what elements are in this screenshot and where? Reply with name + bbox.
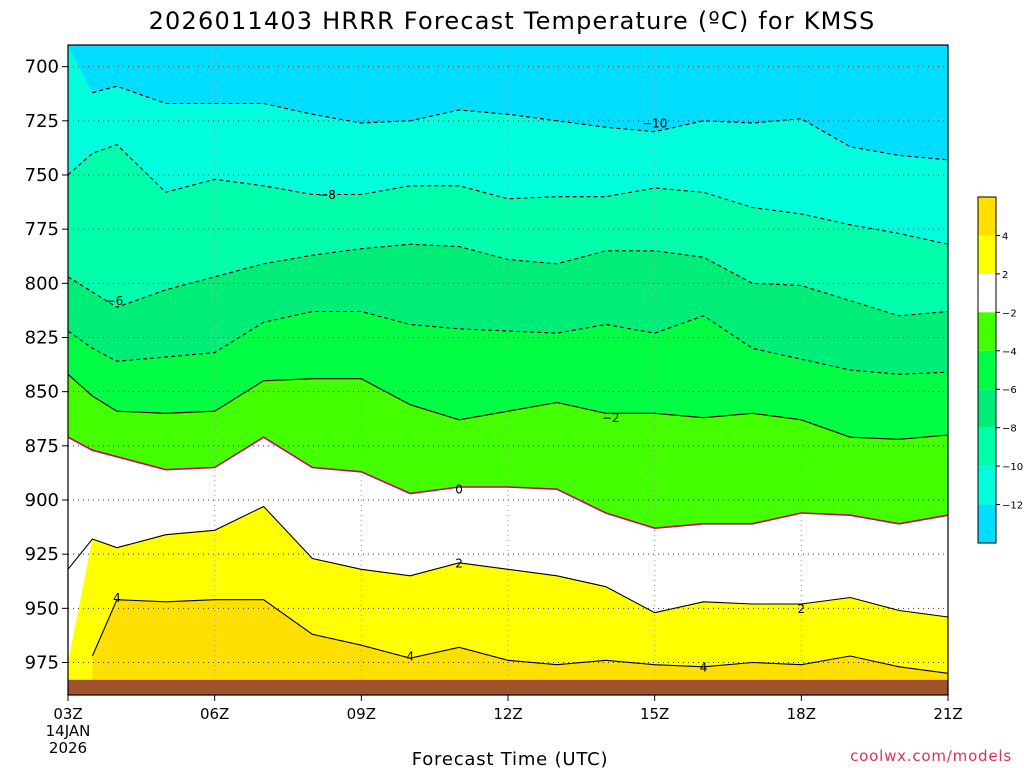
x-tick-label: 06Z: [200, 705, 229, 723]
y-tick-label: 950: [25, 598, 59, 619]
y-tick-label: 925: [25, 544, 59, 565]
contour-label: 2: [798, 602, 806, 616]
x-tick-label: 21Z: [933, 705, 962, 723]
legend-tick-label: 2: [1002, 270, 1008, 281]
contour-label: 2: [455, 556, 463, 570]
contour-label: −10: [642, 117, 667, 131]
legend-swatch: [978, 504, 996, 543]
credit-text: coolwx.com/models: [850, 747, 1012, 765]
x-tick-sublabel: 2026: [49, 739, 87, 757]
legend-swatch: [978, 197, 996, 236]
x-tick-label: 18Z: [787, 705, 816, 723]
contour-label: −6: [106, 294, 124, 308]
contour-line: [67, 436, 949, 530]
contour-label: 0: [455, 483, 463, 497]
contour-lines: [67, 85, 949, 674]
legend-tick-label: −8: [1002, 424, 1017, 435]
band-above-4: [92, 599, 948, 680]
x-tick-label: 03Z: [53, 705, 82, 723]
y-tick-label: 850: [25, 382, 59, 403]
legend-swatch: [978, 235, 996, 274]
contour-line: [67, 310, 949, 375]
contour-line: [67, 144, 949, 245]
contour-labels: −10 −8 −6 −2 0 2 4 4 4 2: [106, 117, 806, 675]
y-tick-label: 800: [25, 273, 59, 294]
chart-title: 2026011403 HRRR Forecast Temperature (ºC…: [149, 7, 876, 35]
y-tick-label: 875: [25, 436, 59, 457]
contour-label: −2: [602, 411, 620, 425]
contour-label: 4: [406, 650, 414, 664]
contour-line: [92, 85, 949, 161]
x-tick-label: 12Z: [493, 705, 522, 723]
ground-layer: [68, 679, 948, 695]
y-tick-label: 900: [25, 490, 59, 511]
y-tick-label: 750: [25, 165, 59, 186]
legend-tick-label: −2: [1002, 308, 1017, 319]
legend-tick-label: −4: [1002, 347, 1017, 358]
contour-line: [67, 505, 949, 663]
y-tick-label: 825: [25, 328, 59, 349]
contour-line: [67, 373, 949, 440]
contour-label: 4: [113, 591, 121, 605]
legend-swatch: [978, 273, 996, 313]
contour-line: [91, 599, 949, 674]
y-tick-label: 975: [25, 653, 59, 674]
y-tick-label: 725: [25, 111, 59, 132]
grid-lines: [67, 45, 949, 695]
contour-label: 4: [700, 660, 708, 674]
x-tick-sublabel: 14JAN: [46, 722, 91, 740]
y-axis-ticks: 700 725 750 775 800 825 850 875 900 925 950 975: [25, 57, 68, 674]
legend-swatch: [978, 427, 996, 467]
y-tick-label: 775: [25, 219, 59, 240]
x-axis-label: Forecast Time (UTC): [412, 749, 609, 768]
x-tick-label: 15Z: [640, 705, 669, 723]
contour-line: [67, 243, 949, 317]
legend-tick-label: −6: [1002, 385, 1017, 396]
color-legend: 4 2 −2 −4 −6 −8 −10 −12: [977, 196, 1023, 544]
legend-swatch: [978, 466, 996, 505]
legend-border: [977, 196, 997, 544]
contour-label: −8: [318, 188, 336, 202]
legend-tick-label: 4: [1002, 231, 1008, 242]
ground-fill: [68, 679, 948, 695]
legend-tick-label: −10: [1002, 462, 1023, 473]
legend-swatch: [978, 312, 996, 351]
y-tick-label: 700: [25, 57, 59, 78]
legend-swatch: [978, 350, 996, 390]
legend-swatch: [978, 389, 996, 428]
x-tick-label: 09Z: [347, 705, 376, 723]
legend-tick-label: −12: [1002, 501, 1023, 512]
